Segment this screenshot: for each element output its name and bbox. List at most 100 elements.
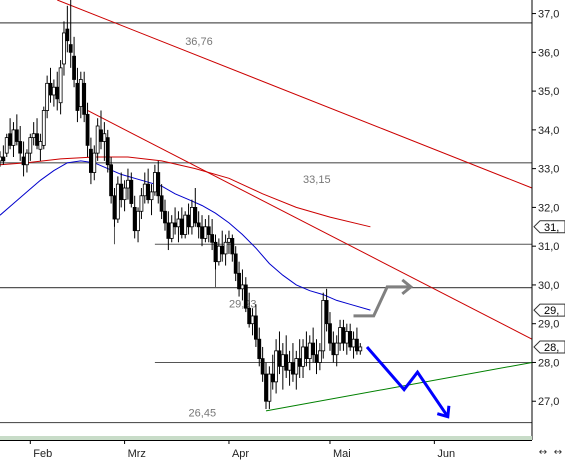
price-tag	[533, 340, 565, 354]
price-tag-label: 29,	[544, 305, 559, 317]
candle-body	[200, 226, 204, 239]
x-tick-label: Apr	[232, 448, 249, 460]
candle-body	[260, 358, 265, 375]
candle-body	[85, 113, 90, 146]
candle-body	[294, 358, 299, 375]
y-tick-label: 30,0	[538, 280, 559, 292]
scroll-left-icon[interactable]: ↔	[538, 447, 548, 458]
moving-average-line	[0, 160, 371, 311]
candle-body	[220, 245, 225, 255]
candle-body	[250, 315, 255, 325]
candle-body	[156, 172, 161, 197]
price-tag	[533, 303, 565, 317]
y-tick-label: 34,0	[538, 125, 559, 137]
candle-body	[344, 331, 349, 344]
candle-body	[126, 179, 130, 189]
candle-body	[75, 82, 80, 111]
x-tick-label: Jun	[437, 448, 455, 460]
forecast-arrow	[365, 346, 450, 418]
candle-body	[139, 195, 144, 212]
candle-body	[102, 133, 107, 142]
trendline	[87, 110, 533, 340]
candle-body	[321, 300, 326, 352]
candle-body	[223, 241, 228, 255]
candle-body	[355, 338, 359, 352]
candle-body	[159, 195, 164, 212]
candle-body	[68, 44, 73, 53]
candle-body	[152, 172, 157, 193]
candle-body	[82, 82, 87, 115]
candle-body	[257, 338, 262, 359]
candle-body	[280, 354, 285, 367]
trendline	[57, 0, 533, 189]
candle-body	[291, 362, 295, 375]
candle-body	[351, 338, 356, 348]
candle-body	[341, 327, 346, 344]
candle-body	[243, 284, 248, 309]
candle-body	[31, 133, 36, 139]
candle-body	[38, 141, 43, 150]
x-tick-label: Mai	[333, 448, 351, 460]
x-axis-band	[0, 436, 532, 440]
candle-body	[324, 300, 329, 325]
candle-body	[240, 284, 245, 290]
candle-body	[65, 28, 70, 42]
y-tick-label: 36,0	[538, 47, 559, 59]
candle-body	[89, 148, 93, 173]
candle-body	[99, 129, 103, 142]
y-tick-label: 32,0	[538, 202, 559, 214]
candle-body	[173, 222, 177, 228]
candle-body	[270, 373, 275, 383]
candle-body	[58, 67, 63, 104]
y-tick-label: 29,0	[538, 319, 559, 331]
candle-body	[338, 327, 342, 344]
candle-body	[233, 253, 238, 274]
candle-body	[21, 156, 26, 166]
candle-body	[78, 79, 83, 108]
trendline	[265, 361, 533, 412]
candle-body	[45, 82, 50, 111]
candle-body	[317, 350, 322, 363]
price-tag	[533, 220, 565, 234]
candle-body	[237, 272, 241, 290]
candle-body	[210, 234, 215, 243]
y-tick-label: 31,0	[538, 241, 559, 253]
candle-body	[112, 195, 117, 220]
candle-body	[304, 346, 309, 359]
candle-body	[274, 350, 279, 383]
candle-body	[72, 55, 76, 80]
candle-body	[129, 179, 134, 204]
candle-body	[348, 331, 353, 348]
candle-body	[331, 342, 336, 356]
candle-body	[227, 238, 231, 243]
candle-body	[25, 152, 29, 166]
y-tick-label: 37,0	[538, 9, 559, 21]
price-tag-label: 28,	[544, 342, 559, 354]
scroll-right-icon[interactable]: ↔	[553, 447, 563, 458]
x-tick-label: Mrz	[128, 448, 146, 460]
candle-body	[264, 373, 268, 402]
candle-body	[122, 187, 127, 201]
candle-body	[277, 350, 282, 367]
candle-body	[51, 86, 56, 96]
candle-body	[203, 226, 208, 239]
candle-body	[136, 210, 140, 232]
candle-body	[14, 129, 19, 142]
candle-body	[62, 32, 66, 65]
x-tick-label: Feb	[33, 448, 52, 460]
candle-body	[11, 129, 16, 146]
candle-body	[183, 214, 188, 235]
level-label: 36,76	[185, 36, 213, 48]
candle-body	[297, 358, 302, 367]
forecast-arrow	[353, 285, 411, 318]
candle-body	[328, 323, 332, 344]
candle-body	[105, 137, 110, 166]
forecast-arrow-head	[436, 405, 451, 419]
candle-body	[0, 156, 2, 162]
candle-body	[176, 218, 181, 228]
candle-body	[48, 82, 53, 96]
candle-body	[287, 362, 292, 371]
candle-body	[179, 218, 184, 235]
candle-body	[149, 191, 154, 201]
